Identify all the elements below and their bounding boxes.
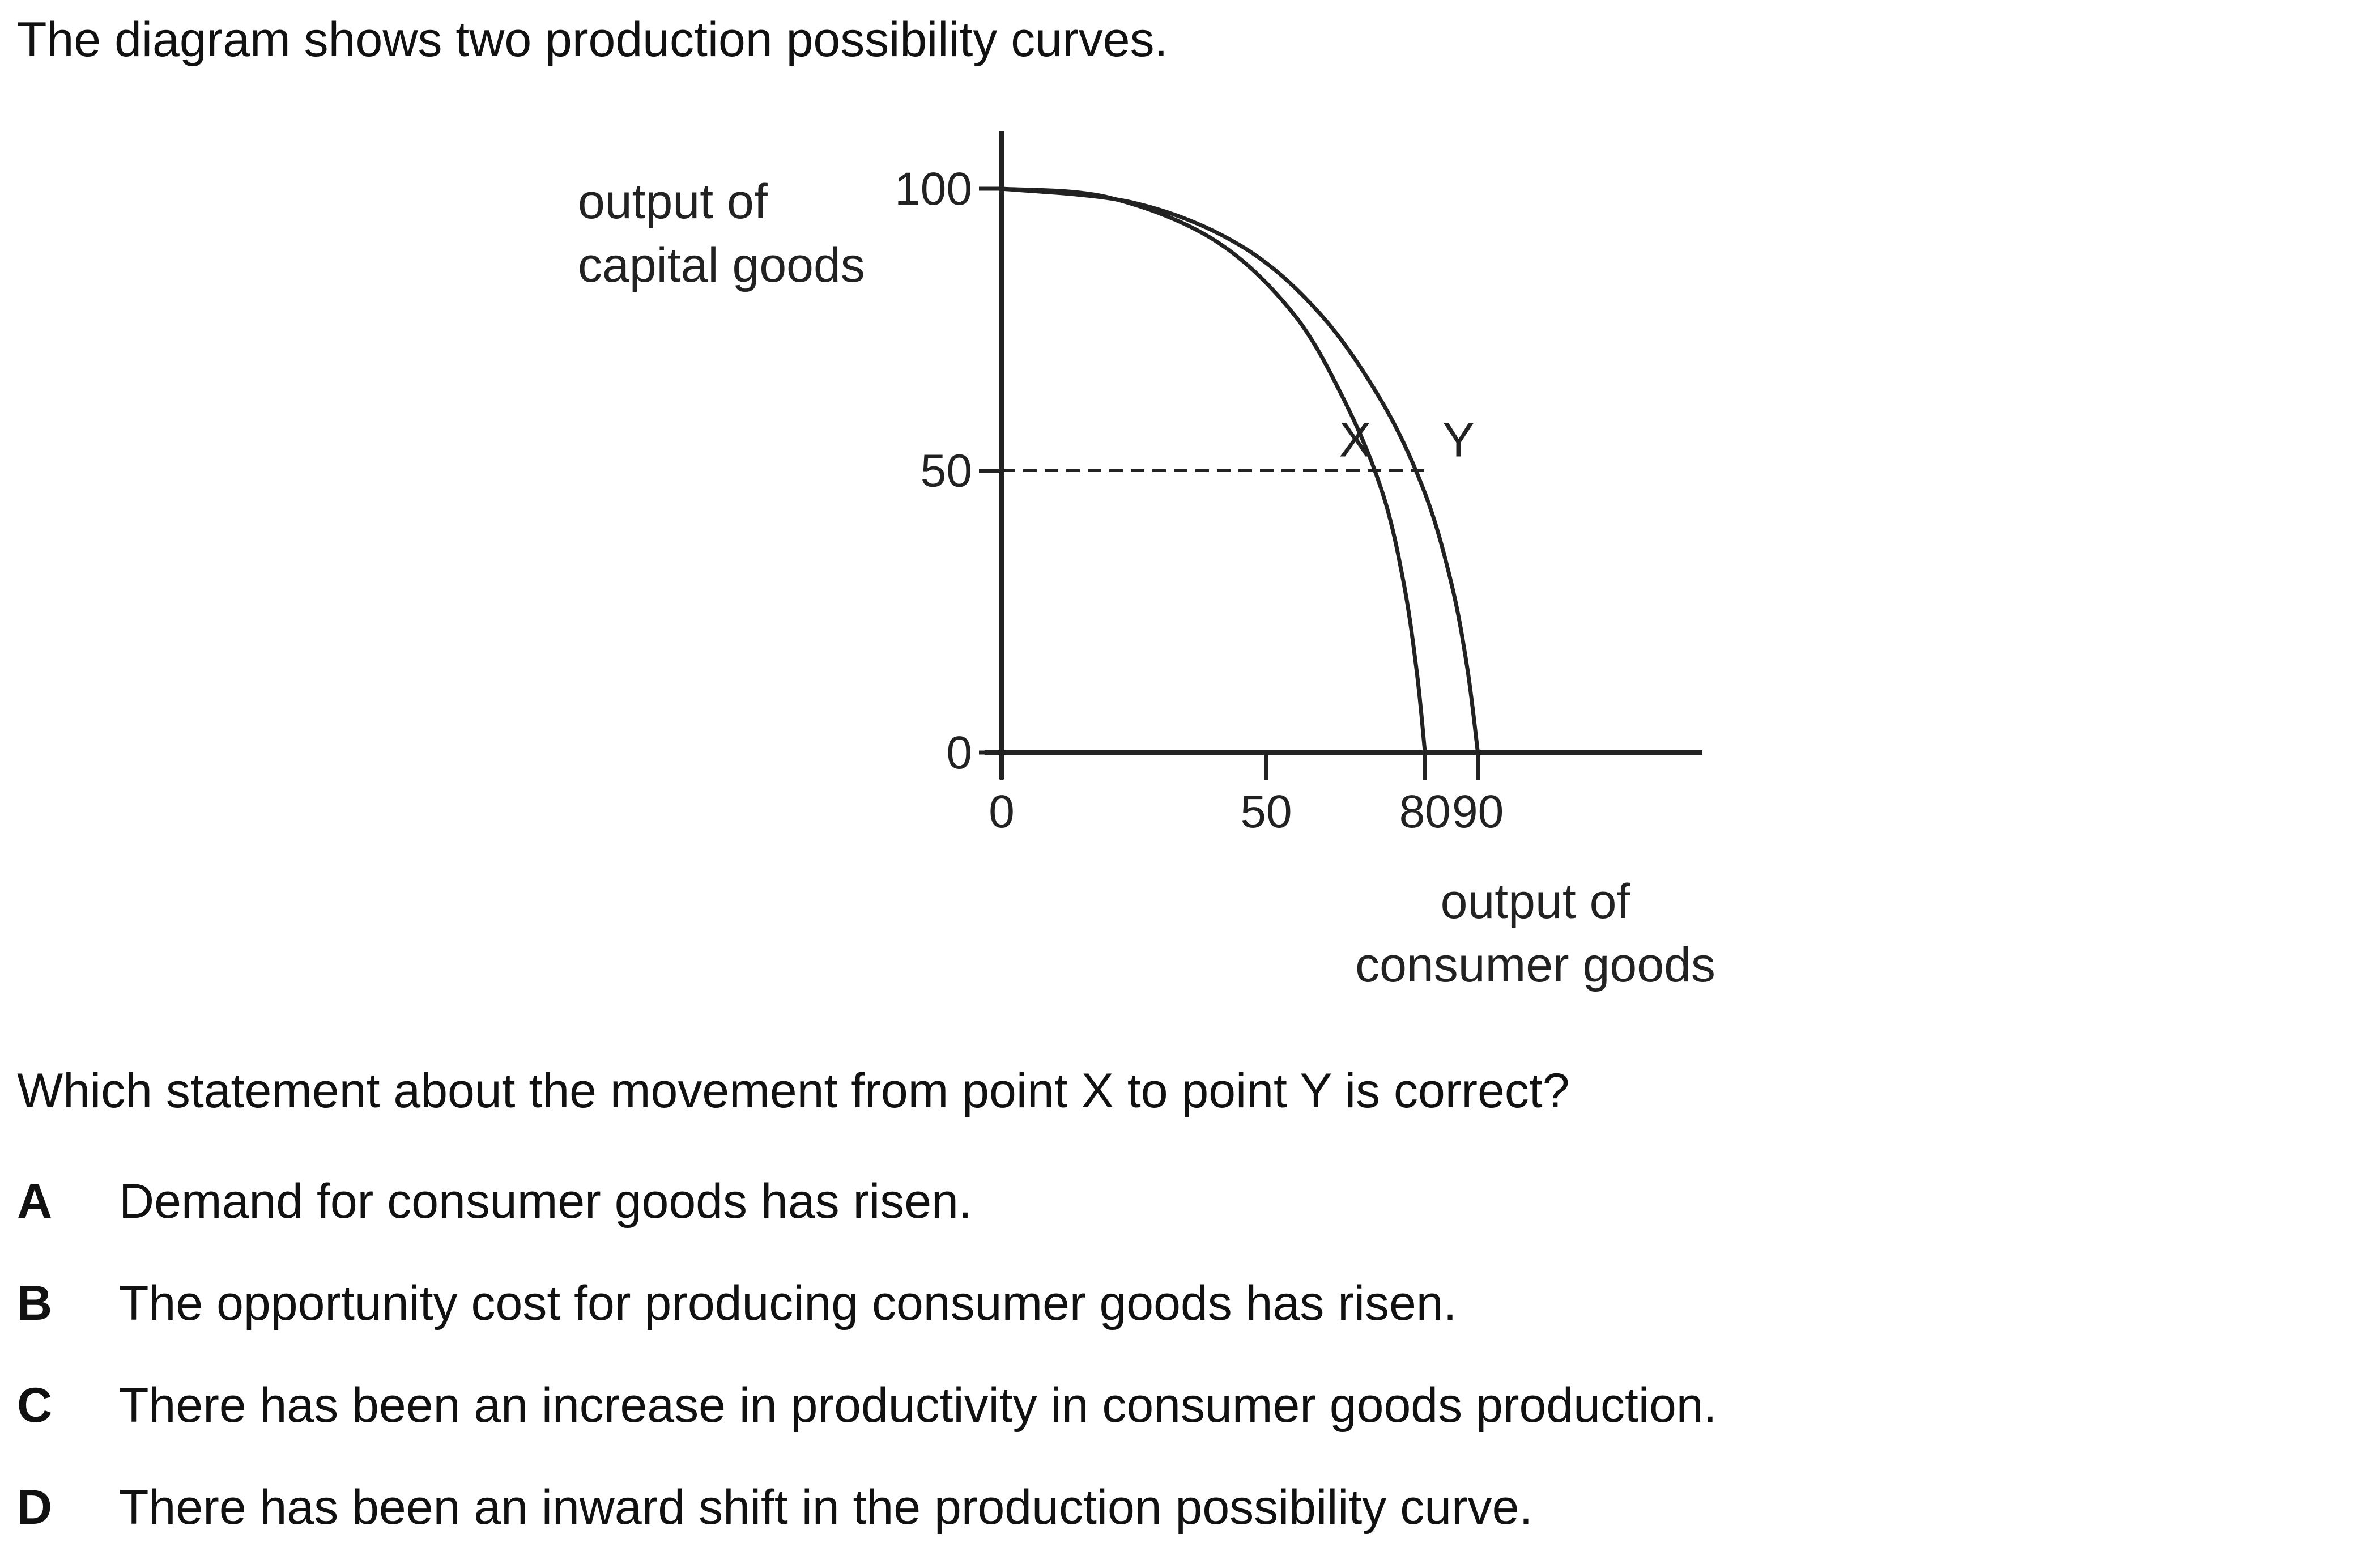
option-b-text: The opportunity cost for producing consu…	[119, 1276, 1457, 1331]
option-a-letter: A	[17, 1174, 53, 1229]
y-tick-label-0: 0	[946, 727, 972, 779]
option-d-text: There has been an inward shift in the pr…	[119, 1480, 1533, 1535]
y-axis-title-line-2: capital goods	[578, 238, 865, 292]
x-tick-label-90: 90	[1452, 786, 1504, 838]
option-c-text: There has been an increase in productivi…	[119, 1378, 1717, 1433]
ppc-curve-y	[1001, 186, 1480, 753]
x-tick-label-50: 50	[1240, 786, 1292, 838]
x-axis-title-line-2: consumer goods	[1355, 938, 1715, 992]
option-c-letter: C	[17, 1378, 53, 1433]
x-axis-title-line-1: output of	[1441, 874, 1631, 929]
x-tick-label-0: 0	[989, 786, 1015, 838]
option-a-text: Demand for consumer goods has risen.	[119, 1174, 972, 1229]
y-tick-label-100: 100	[895, 163, 972, 215]
question-text: Which statement about the movement from …	[17, 1064, 1570, 1118]
point-label-x: X	[1339, 413, 1371, 468]
x-tick-label-80: 80	[1399, 786, 1451, 838]
option-b-letter: B	[17, 1276, 53, 1331]
y-axis-title-line-1: output of	[578, 175, 768, 229]
option-d-letter: D	[17, 1480, 53, 1535]
point-label-y: Y	[1442, 413, 1475, 468]
ppc-curve-x	[1001, 186, 1427, 753]
y-tick-label-50: 50	[921, 445, 972, 497]
intro-text: The diagram shows two production possibi…	[17, 12, 1168, 67]
